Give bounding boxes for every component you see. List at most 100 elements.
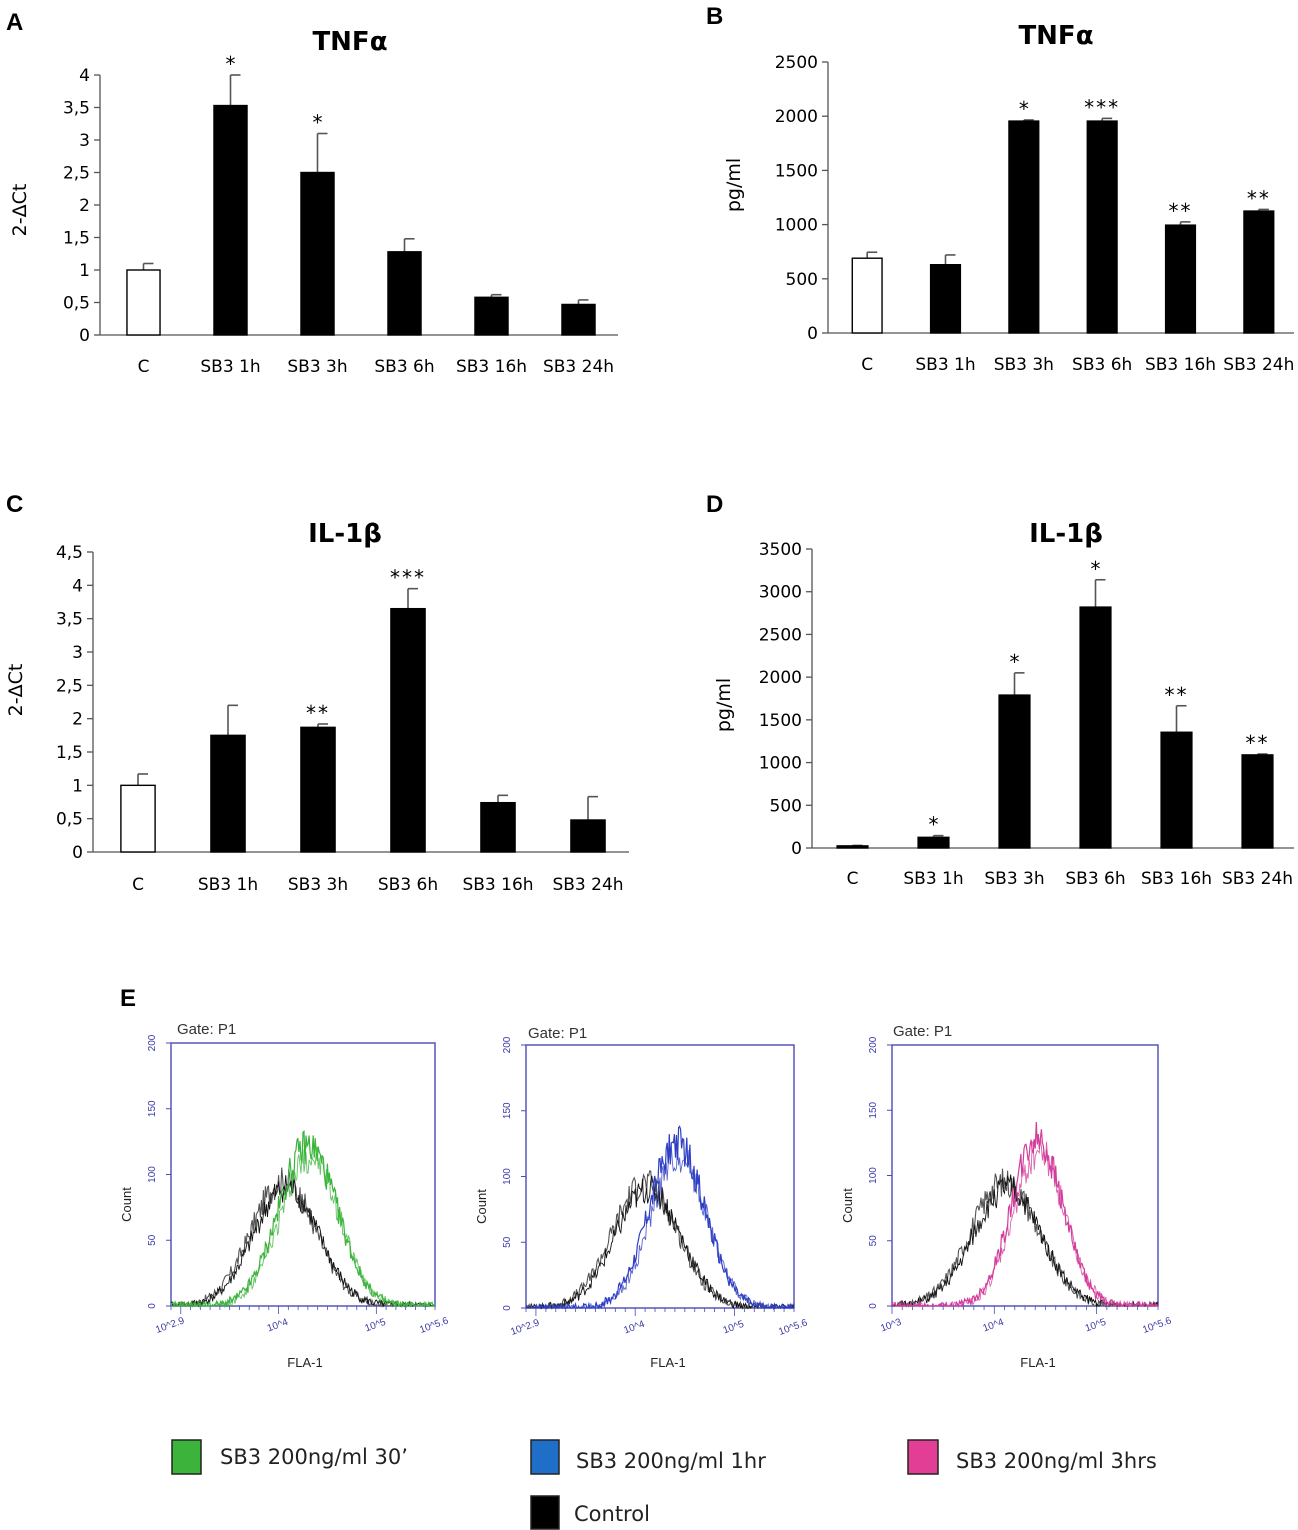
chart-title: IL-1β: [1029, 519, 1103, 549]
y-tick-label: 0: [79, 326, 90, 346]
chart-c-il1b-mrna: IL-1β 2-ΔCt 0 0,5 1 1,5 2 2,5 3 3,5 4 4,5 C SB3 1h ** S…: [5, 519, 629, 895]
y-tick-label: 100: [502, 1168, 513, 1185]
significance-mark: ***: [1084, 95, 1120, 119]
legend-label-1hr: SB3 200ng/ml 1hr: [576, 1449, 766, 1473]
bar: [387, 251, 422, 336]
y-axis-label: pg/ml: [723, 158, 745, 212]
chart-title: TNFα: [312, 27, 387, 57]
y-tick-label: 1,5: [63, 229, 90, 249]
y-tick-label: 200: [868, 1036, 879, 1053]
legend-swatch-3hrs: [907, 1439, 939, 1475]
plot-frame: [525, 1044, 795, 1309]
bar: [998, 694, 1031, 849]
category-label: SB3 3h: [287, 357, 347, 377]
x-tick-label: 10^2.9: [509, 1317, 541, 1338]
legend-label-3hrs: SB3 200ng/ml 3hrs: [956, 1449, 1157, 1473]
category-label: C: [847, 869, 859, 889]
flow-histogram-3hrs: Gate: P1 0 50 100 150 200 Count 10^3 10^4 10^5 10^…: [840, 1023, 1173, 1370]
category-label: SB3 6h: [378, 875, 438, 895]
flow-histogram-30min: Gate: P1 0 50 100 150 200 Count 10^2.9 10^4 10^5 1…: [119, 1021, 450, 1370]
category-label: C: [138, 357, 150, 377]
category-label: C: [132, 875, 144, 895]
x-tick-label: 10^5: [722, 1319, 746, 1337]
treated-histogram: [525, 1125, 794, 1311]
bar: [570, 819, 606, 853]
chart-b-tnf-protein: TNFα pg/ml 0 500 1000 1500 2000 2500 C SB3 1h * SB3…: [723, 21, 1294, 375]
y-tick-label: 1500: [775, 161, 818, 181]
significance-mark: *: [313, 111, 323, 135]
treated-histogram: [891, 1121, 1159, 1309]
y-tick-label: 200: [502, 1036, 513, 1053]
significance-mark: *: [226, 52, 236, 76]
y-tick-label: 0: [807, 324, 818, 344]
bar: [1086, 120, 1118, 334]
y-tick-label: 3,5: [63, 99, 90, 119]
chart-title: TNFα: [1018, 21, 1093, 51]
treated-histogram: [525, 1145, 795, 1310]
x-tick-label: 10^5.6: [418, 1315, 450, 1336]
x-axis-label: FLA-1: [287, 1355, 322, 1370]
category-label: SB3 3h: [984, 869, 1044, 889]
y-tick-label: 1000: [759, 754, 802, 774]
legend-swatch-1hr: [530, 1439, 560, 1475]
bar: [836, 845, 869, 849]
control-histogram: [170, 1175, 436, 1308]
y-tick-label: 3500: [759, 540, 802, 560]
y-axis-label: Count: [474, 1189, 489, 1224]
legend-label-30min: SB3 200ng/ml 30’: [220, 1445, 408, 1469]
category-label: SB3 1h: [198, 875, 258, 895]
significance-mark: ***: [390, 566, 426, 590]
significance-mark: **: [1165, 683, 1189, 707]
y-tick-label: 500: [786, 270, 818, 290]
control-histogram: [892, 1174, 1159, 1308]
y-axis-label: 2-ΔCt: [5, 664, 27, 717]
y-tick-label: 2500: [775, 53, 818, 73]
bar: [1241, 754, 1274, 849]
gate-label: Gate: P1: [528, 1025, 587, 1042]
significance-mark: **: [306, 701, 330, 725]
significance-mark: *: [1010, 650, 1020, 674]
x-axis-label: FLA-1: [1020, 1355, 1055, 1370]
significance-mark: *: [1091, 557, 1101, 581]
panel-letter-a: A: [6, 9, 23, 36]
control-histogram: [526, 1175, 795, 1310]
y-tick-label: 0,5: [56, 810, 83, 830]
panel-letter-c: C: [6, 491, 23, 518]
bar: [213, 104, 248, 336]
bar: [126, 269, 161, 336]
plot-frame: [891, 1044, 1159, 1307]
category-label: SB3 6h: [1065, 869, 1125, 889]
y-tick-label: 1: [72, 776, 83, 796]
y-tick-label: 0: [147, 1303, 158, 1309]
significance-mark: **: [1169, 199, 1193, 223]
y-tick-label: 4: [79, 66, 90, 86]
significance-mark: *: [929, 813, 939, 837]
category-label: SB3 24h: [1223, 355, 1294, 375]
y-tick-label: 1,5: [56, 743, 83, 763]
y-tick-label: 0: [502, 1305, 513, 1311]
y-axis-label: 2-ΔCt: [9, 184, 31, 237]
bar: [210, 734, 246, 853]
y-tick-label: 100: [868, 1167, 879, 1184]
bar: [300, 726, 336, 853]
y-tick-label: 2000: [759, 668, 802, 688]
y-tick-label: 2: [72, 710, 83, 730]
significance-mark: **: [1247, 186, 1271, 210]
x-tick-label: 10^5: [364, 1317, 388, 1335]
control-histogram: [525, 1170, 795, 1311]
y-tick-label: 3: [79, 131, 90, 151]
y-tick-label: 0,5: [63, 294, 90, 314]
y-tick-label: 4,5: [56, 543, 83, 563]
y-tick-label: 2000: [775, 107, 818, 127]
bar: [1243, 210, 1275, 334]
control-histogram: [170, 1167, 436, 1308]
y-tick-label: 1500: [759, 711, 802, 731]
treated-histogram: [170, 1146, 435, 1308]
bar: [1008, 120, 1040, 334]
chart-title: IL-1β: [308, 519, 382, 549]
bar: [474, 296, 509, 336]
y-axis-label: pg/ml: [713, 678, 735, 732]
chart-a-tnf-mrna: TNFα 2-ΔCt 0 0,5 1 1,5 2 2,5 3 3,5 4 C * SB3 1h * SB3 3…: [9, 27, 618, 377]
bar: [851, 257, 883, 334]
legend-label-control: Control: [574, 1502, 650, 1526]
